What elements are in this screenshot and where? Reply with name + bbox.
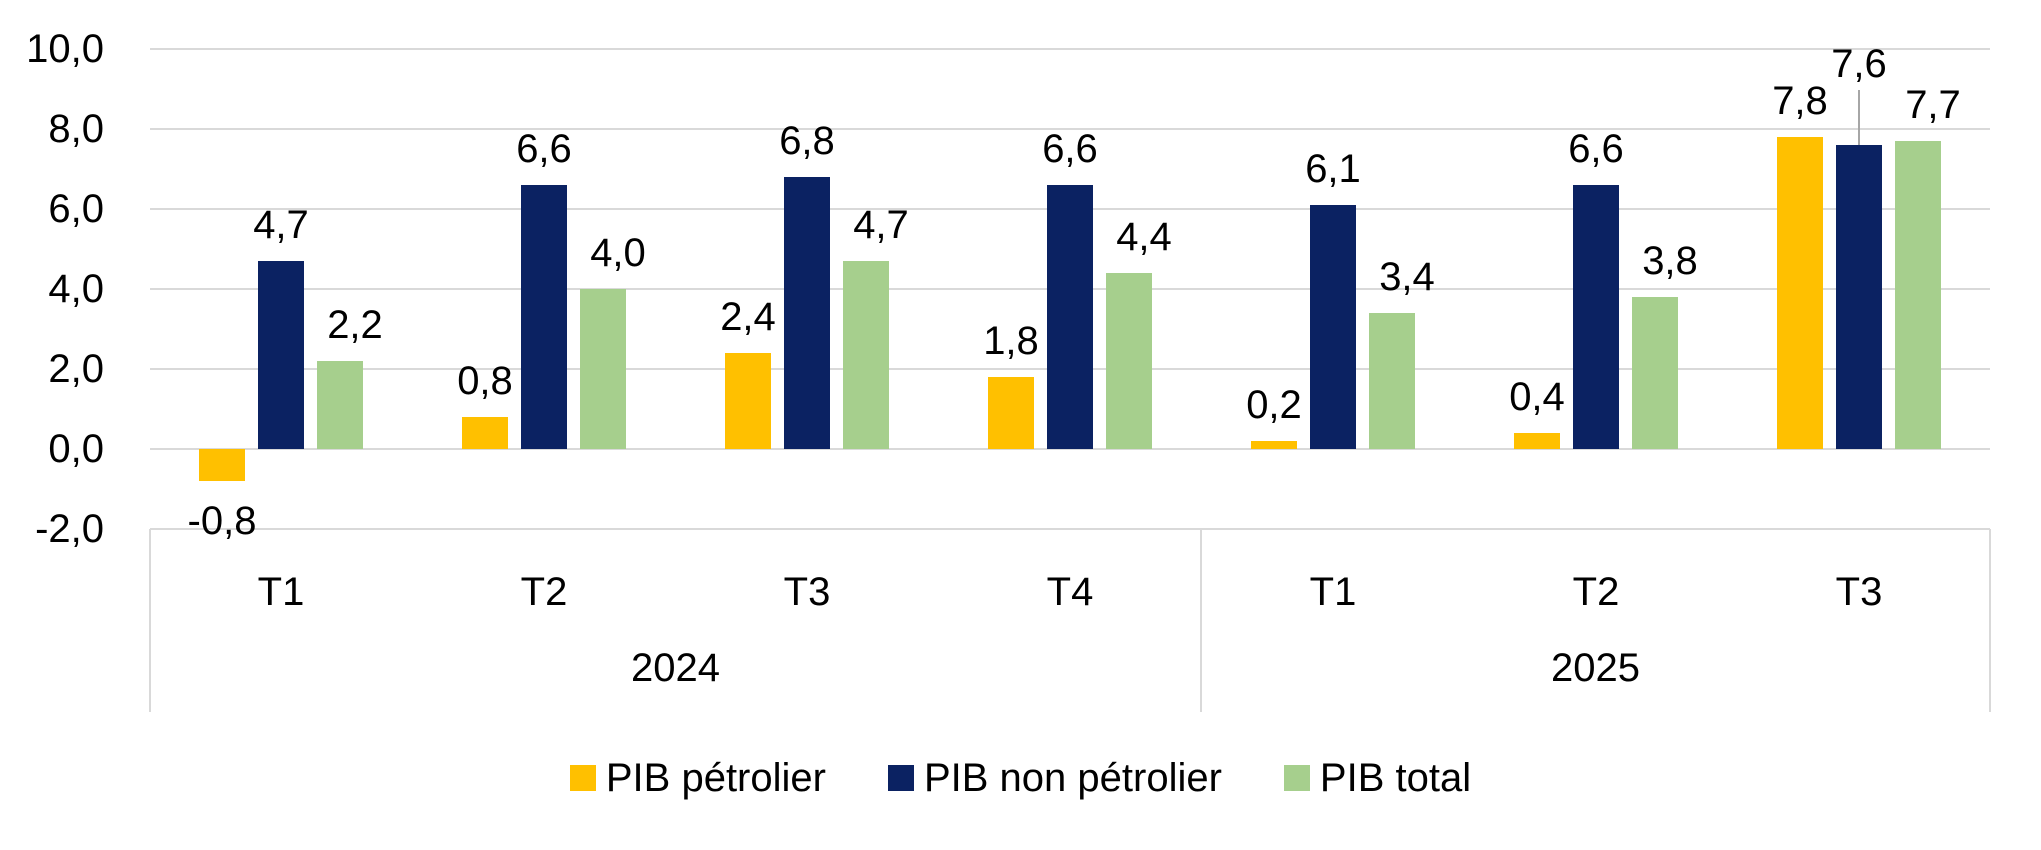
data-label-PIB non pétrolier-2025-T3: 7,6 — [1831, 42, 1887, 86]
bar-PIB non pétrolier-2024-T3 — [784, 177, 830, 449]
legend-item-PIB pétrolier: PIB pétrolier — [569, 754, 826, 802]
x-axis-year-label: 2024 — [631, 646, 720, 690]
x-axis-quarter-label: T2 — [520, 570, 568, 614]
bar-PIB pétrolier-2025-T2 — [1514, 433, 1560, 449]
x-axis-quarter-label: T3 — [783, 570, 831, 614]
data-label-PIB total-2024-T1: 2,2 — [327, 303, 383, 347]
data-label-PIB pétrolier-2025-T3: 7,8 — [1772, 79, 1828, 123]
data-label-PIB pétrolier-2024-T4: 1,8 — [983, 319, 1039, 363]
gridline-0,0 — [150, 448, 1990, 450]
legend-label: PIB total — [1319, 756, 1472, 800]
x-axis-quarter-label: T2 — [1572, 570, 1620, 614]
bar-PIB non pétrolier-2025-T3 — [1836, 145, 1882, 449]
data-label-PIB pétrolier-2024-T2: 0,8 — [457, 359, 513, 403]
data-label-PIB pétrolier-2024-T3: 2,4 — [720, 295, 776, 339]
data-label-PIB total-2024-T4: 4,4 — [1116, 215, 1172, 259]
data-label-PIB non pétrolier-2025-T1: 6,1 — [1305, 147, 1361, 191]
bar-PIB non pétrolier-2024-T4 — [1047, 185, 1093, 449]
bar-PIB non pétrolier-2024-T1 — [258, 261, 304, 449]
bar-PIB total-2025-T3 — [1895, 141, 1941, 449]
x-axis-quarter-label: T1 — [1309, 570, 1357, 614]
legend-item-PIB non pétrolier: PIB non pétrolier — [887, 754, 1222, 802]
bar-PIB pétrolier-2025-T1 — [1251, 441, 1297, 449]
bar-PIB pétrolier-2024-T3 — [725, 353, 771, 449]
bar-PIB pétrolier-2024-T4 — [988, 377, 1034, 449]
x-axis-quarter-label: T3 — [1835, 570, 1883, 614]
axis-band-separator — [1989, 529, 1991, 712]
data-label-PIB total-2024-T3: 4,7 — [853, 203, 909, 247]
y-axis-tick-label: 8,0 — [48, 107, 104, 151]
bar-PIB total-2024-T4 — [1106, 273, 1152, 449]
y-axis-tick-label: 2,0 — [48, 347, 104, 391]
gridline-8,0 — [150, 128, 1990, 130]
gridline-10,0 — [150, 48, 1990, 50]
bar-PIB pétrolier-2024-T2 — [462, 417, 508, 449]
data-label-PIB pétrolier-2025-T1: 0,2 — [1246, 383, 1302, 427]
legend-swatch-icon — [887, 765, 914, 791]
data-label-PIB total-2025-T2: 3,8 — [1642, 239, 1698, 283]
bar-PIB non pétrolier-2025-T1 — [1310, 205, 1356, 449]
bar-PIB total-2024-T2 — [580, 289, 626, 449]
data-label-leader-line — [1858, 90, 1860, 145]
legend-swatch-icon — [1283, 765, 1310, 791]
data-label-PIB non pétrolier-2024-T2: 6,6 — [516, 127, 572, 171]
data-label-PIB pétrolier-2025-T2: 0,4 — [1509, 375, 1565, 419]
x-axis-quarter-label: T1 — [257, 570, 305, 614]
y-axis-tick-label: 6,0 — [48, 187, 104, 231]
axis-band-separator — [149, 529, 151, 712]
y-axis-tick-label: 4,0 — [48, 267, 104, 311]
data-label-PIB total-2025-T3: 7,7 — [1905, 83, 1961, 127]
data-label-PIB total-2025-T1: 3,4 — [1379, 255, 1435, 299]
bar-PIB total-2024-T1 — [317, 361, 363, 449]
bar-PIB total-2025-T1 — [1369, 313, 1415, 449]
y-axis-tick-label: 10,0 — [26, 27, 104, 71]
data-label-PIB non pétrolier-2025-T2: 6,6 — [1568, 127, 1624, 171]
data-label-PIB non pétrolier-2024-T3: 6,8 — [779, 119, 835, 163]
bar-PIB total-2024-T3 — [843, 261, 889, 449]
bar-PIB pétrolier-2025-T3 — [1777, 137, 1823, 449]
axis-band-separator — [1200, 529, 1202, 712]
data-label-PIB pétrolier-2024-T1: -0,8 — [187, 499, 257, 543]
y-axis-tick-label: 0,0 — [48, 427, 104, 471]
legend-label: PIB non pétrolier — [923, 756, 1222, 800]
x-axis-year-label: 2025 — [1551, 646, 1640, 690]
bar-PIB non pétrolier-2024-T2 — [521, 185, 567, 449]
data-label-PIB non pétrolier-2024-T4: 6,6 — [1042, 127, 1098, 171]
gridline--2,0 — [150, 528, 1990, 530]
legend-swatch-icon — [569, 765, 596, 791]
legend-item-PIB total: PIB total — [1283, 754, 1472, 802]
data-label-PIB total-2024-T2: 4,0 — [590, 231, 646, 275]
bar-PIB pétrolier-2024-T1 — [199, 449, 245, 481]
legend-label: PIB pétrolier — [605, 756, 826, 800]
y-axis-tick-label: -2,0 — [35, 507, 104, 551]
chart-legend: PIB pétrolier PIB non pétrolier PIB total — [0, 750, 2041, 806]
x-axis-quarter-label: T4 — [1046, 570, 1094, 614]
bar-PIB total-2025-T2 — [1632, 297, 1678, 449]
data-label-PIB non pétrolier-2024-T1: 4,7 — [253, 203, 309, 247]
bar-PIB non pétrolier-2025-T2 — [1573, 185, 1619, 449]
